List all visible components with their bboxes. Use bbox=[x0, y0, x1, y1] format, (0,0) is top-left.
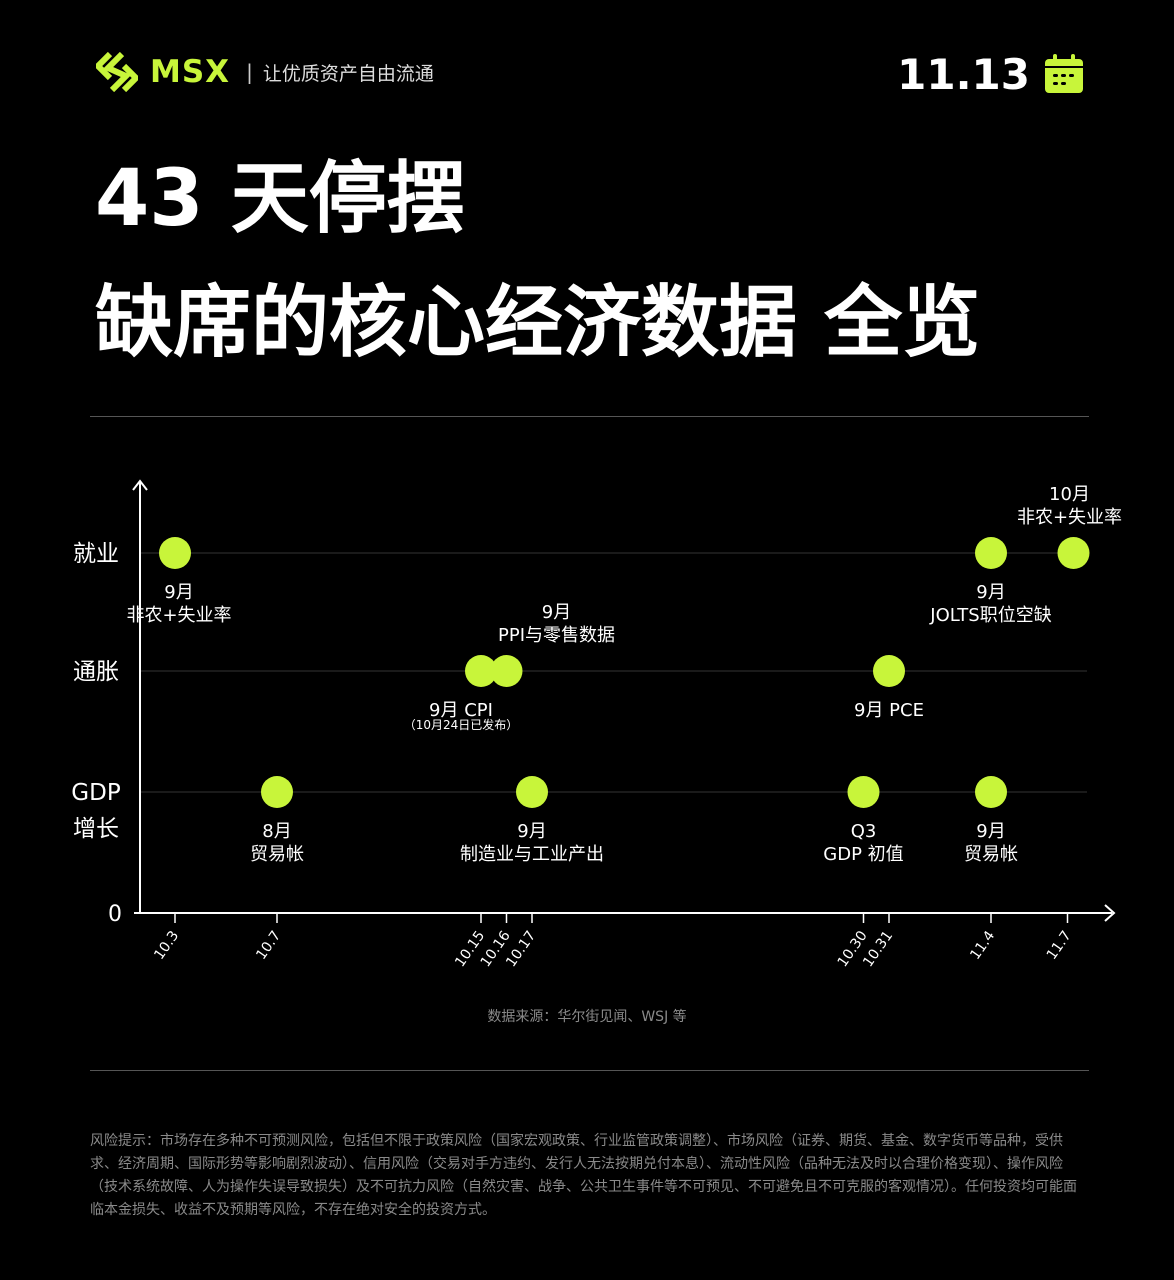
event-marker: 9月 PCE bbox=[854, 655, 924, 721]
event-label: 贸易帐 bbox=[964, 844, 1018, 865]
msx-logo-icon bbox=[96, 52, 138, 92]
event-label: 9月 CPI bbox=[429, 700, 493, 721]
risk-notice: 风险提示：市场存在多种不可预测风险，包括但不限于政策风险（国家宏观政策、行业监管… bbox=[90, 1133, 1077, 1218]
event-dot bbox=[261, 776, 293, 808]
event-dot bbox=[975, 537, 1007, 569]
event-dot bbox=[1057, 537, 1090, 569]
calendar-icon bbox=[1045, 54, 1083, 93]
event-marker: 9月 CPI（10月24日已发布） bbox=[404, 655, 519, 732]
event-dot bbox=[159, 537, 191, 569]
x-tick-label: 10.7 bbox=[253, 928, 284, 963]
event-dot bbox=[465, 655, 497, 687]
date: 11.13 bbox=[897, 50, 1030, 99]
event-label: 制造业与工业产出 bbox=[460, 844, 604, 865]
event-label: 9月 PCE bbox=[854, 700, 924, 721]
event-label: 9月 bbox=[542, 602, 571, 623]
y-category-label: 通胀 bbox=[73, 659, 119, 685]
title-line-2: 缺席的核心经济数据 全览 bbox=[95, 278, 981, 368]
divider-bottom bbox=[90, 1070, 1089, 1071]
y-axis-arrow-icon bbox=[132, 479, 148, 491]
divider-top bbox=[90, 416, 1089, 417]
event-label: （10月24日已发布） bbox=[404, 717, 519, 732]
event-dot bbox=[516, 776, 548, 808]
x-axis-arrow-icon bbox=[1104, 904, 1116, 922]
event-label: JOLTS职位空缺 bbox=[929, 605, 1051, 626]
y-category-label: 就业 bbox=[73, 541, 119, 567]
brand-separator: | bbox=[246, 60, 253, 84]
event-label: PPI与零售数据 bbox=[498, 625, 615, 646]
y-category-label: 增长 bbox=[73, 816, 119, 842]
x-tick-label: 11.4 bbox=[967, 928, 998, 963]
event-label: 10月 bbox=[1049, 484, 1090, 505]
event-label: 9月 bbox=[976, 582, 1005, 603]
data-source: 数据来源：华尔街见闻、WSJ 等 bbox=[487, 1009, 687, 1025]
event-dot bbox=[490, 655, 523, 687]
event-label: 9月 bbox=[976, 821, 1005, 842]
event-label: 非农+失业率 bbox=[126, 605, 231, 626]
event-label: 8月 bbox=[262, 821, 291, 842]
title-line-1: 43 天停摆 bbox=[95, 154, 465, 244]
brand-name: MSX bbox=[150, 54, 231, 90]
origin-label: 0 bbox=[108, 902, 122, 927]
event-dot bbox=[873, 655, 905, 687]
x-tick-label: 11.7 bbox=[1044, 928, 1075, 963]
event-label: GDP 初值 bbox=[823, 844, 903, 865]
brand-slogan: 让优质资产自由流通 bbox=[262, 62, 434, 85]
event-label: 非农+失业率 bbox=[1017, 507, 1122, 528]
event-label: 贸易帐 bbox=[250, 844, 304, 865]
x-tick-label: 10.3 bbox=[151, 928, 182, 963]
event-label: 9月 bbox=[164, 582, 193, 603]
event-dot bbox=[975, 776, 1007, 808]
event-dot bbox=[847, 776, 880, 808]
event-label: Q3 bbox=[851, 821, 877, 842]
brand-header: MSX | 让优质资产自由流通 bbox=[96, 52, 434, 92]
event-label: 9月 bbox=[517, 821, 546, 842]
y-category-label: GDP bbox=[71, 780, 121, 806]
